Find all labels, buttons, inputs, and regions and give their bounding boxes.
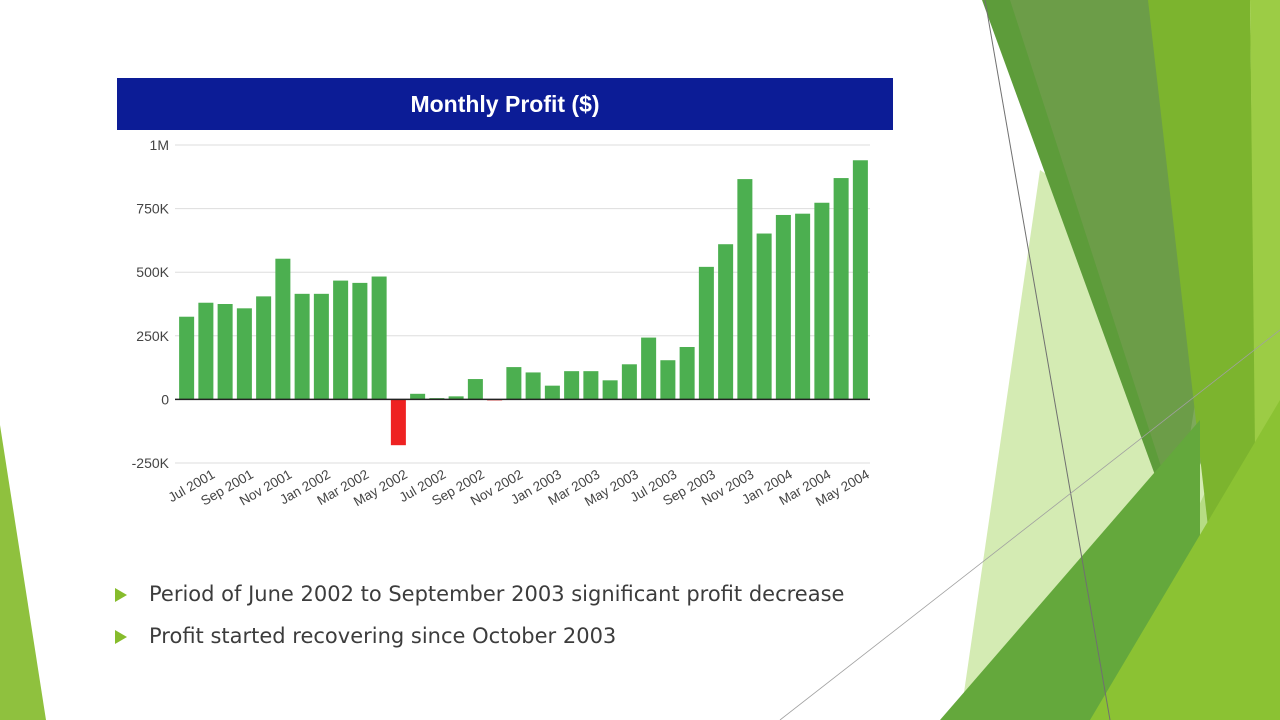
bar <box>410 393 426 400</box>
bar <box>737 179 753 400</box>
bar <box>217 304 233 400</box>
chart-title: Monthly Profit ($) <box>117 78 893 130</box>
bar <box>583 371 599 400</box>
bullet-text: Profit started recovering since October … <box>149 624 617 648</box>
bar <box>621 364 637 400</box>
decor-bottom-right-triangle <box>1090 400 1280 720</box>
bar <box>256 296 272 400</box>
bar <box>390 399 406 446</box>
y-tick-label: 0 <box>161 391 169 407</box>
bar <box>198 302 214 400</box>
y-tick-label: 250K <box>136 328 169 344</box>
bar <box>660 360 676 400</box>
bar <box>313 293 329 400</box>
bar <box>564 371 580 400</box>
chart-container: Monthly Profit ($) -250K 0 250K 500K 750K 1M J… <box>117 78 893 538</box>
bar <box>467 379 483 400</box>
bullet-arrow-icon <box>115 588 127 602</box>
y-tick-label: 500K <box>136 264 169 280</box>
y-tick-label: -250K <box>132 455 170 471</box>
bar <box>602 380 618 400</box>
bar <box>275 258 291 400</box>
bar <box>371 276 387 400</box>
bar <box>294 293 310 400</box>
bullet-arrow-icon <box>115 630 127 644</box>
bar <box>506 367 522 400</box>
y-tick-label: 750K <box>136 201 169 217</box>
bar <box>814 202 830 400</box>
bar <box>179 316 195 400</box>
bar <box>236 308 252 400</box>
decor-thin-line-1 <box>984 0 1111 720</box>
bar <box>641 337 657 400</box>
bar <box>756 233 772 400</box>
bar <box>718 244 734 400</box>
decor-left-green-sliver <box>0 425 46 720</box>
bar <box>352 282 368 400</box>
bar <box>525 372 541 400</box>
bullet-text: Period of June 2002 to September 2003 si… <box>149 582 845 606</box>
bar <box>333 280 349 400</box>
bar <box>775 214 791 400</box>
bar <box>679 346 695 400</box>
bar <box>795 213 811 400</box>
bar <box>833 178 849 400</box>
bar <box>544 385 560 400</box>
bar <box>698 266 714 400</box>
decor-thin-line-2 <box>779 329 1280 720</box>
bar <box>852 160 868 400</box>
bar <box>448 396 464 400</box>
y-tick-label: 1M <box>150 137 169 153</box>
